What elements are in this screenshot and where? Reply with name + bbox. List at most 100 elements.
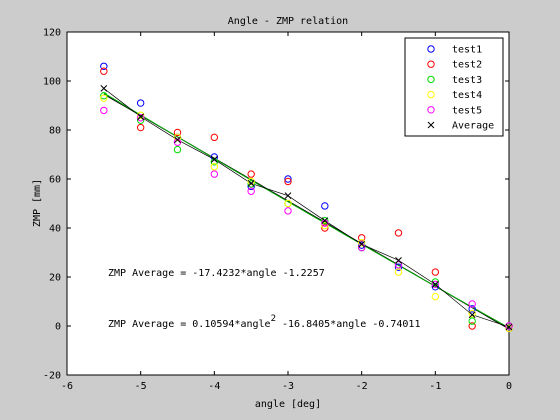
point-average-8-stroke	[395, 256, 402, 264]
point-average-7-stroke	[358, 240, 366, 248]
linear-fit-equation: ZMP Average = -17.4232*angle -1.2257	[108, 268, 325, 279]
legend-label-average: Average	[452, 121, 494, 132]
point-test2-9	[431, 268, 440, 276]
y-tick-label: 80	[49, 126, 61, 137]
point-average-4-stroke	[247, 180, 255, 187]
point-test3-3	[210, 158, 219, 166]
y-tick-label: 40	[49, 224, 61, 235]
point-average-10-stroke	[468, 311, 476, 319]
quadratic-fit-exponent: 2	[271, 314, 276, 324]
point-test4-7	[357, 239, 366, 247]
point-test2-5	[284, 177, 292, 186]
point-test4-5	[284, 199, 292, 208]
chart-title: Angle - ZMP relation	[228, 16, 348, 27]
x-tick-label: 0	[506, 381, 512, 392]
point-test4-11	[505, 324, 513, 333]
legend: test1 test2 test3 test4 test5 Average	[404, 37, 504, 137]
point-test5-2	[173, 138, 182, 146]
legend-label-test5: test5	[452, 105, 482, 116]
point-test2-10	[468, 322, 476, 330]
point-test1-10	[468, 305, 476, 313]
y-tick-label: 120	[43, 28, 61, 39]
legend-marker-average-stroke	[427, 121, 435, 129]
point-test1-6	[321, 202, 329, 210]
point-test3-2	[173, 145, 182, 154]
point-test5-5	[284, 207, 292, 215]
point-test4-8	[394, 268, 403, 276]
point-test4-10	[468, 310, 476, 318]
y-tick-label: 60	[49, 175, 61, 186]
point-average-2-stroke	[174, 136, 181, 144]
legend-label-test2: test2	[452, 60, 482, 71]
quadratic-fit-equation-part2: -16.8405*angle -0.74011	[276, 319, 421, 330]
point-test4-2	[173, 133, 182, 142]
point-test1-7	[357, 241, 366, 249]
point-average-2	[174, 136, 181, 144]
point-test2-6	[321, 224, 329, 232]
legend-marker-test4	[427, 90, 435, 99]
x-tick-label: -6	[61, 381, 73, 392]
y-axis-label: ZMP [mm]	[32, 179, 43, 227]
point-test4-3	[210, 163, 219, 171]
legend-box	[404, 37, 504, 137]
legend-items: test1 test2 test3 test4 test5 Average	[427, 45, 494, 132]
point-test5-11	[505, 322, 513, 330]
point-test5-0	[100, 106, 108, 115]
point-test4-1	[136, 111, 145, 120]
point-average-0	[100, 84, 108, 92]
point-test5-8	[394, 261, 403, 269]
point-average-5	[284, 192, 292, 200]
point-test1-3	[210, 153, 219, 161]
x-axis-label: angle [deg]	[255, 399, 321, 410]
point-test3-9	[431, 278, 440, 286]
point-average-9-stroke	[431, 280, 439, 288]
point-average-10	[468, 311, 476, 319]
point-average-8	[395, 256, 402, 264]
legend-marker-average	[427, 121, 435, 129]
legend-marker-test1	[427, 45, 435, 53]
legend-label-test1: test1	[452, 45, 482, 56]
point-test3-4	[247, 180, 255, 188]
point-test5-4	[247, 187, 255, 195]
legend-marker-test3	[427, 75, 435, 84]
point-test1-1	[136, 99, 145, 107]
point-average-9	[431, 280, 439, 288]
point-average-5-stroke	[284, 192, 292, 200]
point-test5-6	[321, 219, 329, 227]
quadratic-fit-equation-part1: ZMP Average = 0.10594*angle	[108, 319, 271, 330]
point-average-3-stroke	[210, 156, 218, 163]
point-average-1-stroke	[137, 113, 145, 121]
y-tick-label: 20	[49, 273, 61, 284]
y-tick-label: 100	[43, 77, 61, 88]
legend-label-test4: test4	[452, 90, 482, 101]
point-test2-4	[247, 170, 255, 178]
point-average-4	[247, 180, 255, 187]
point-test2-0	[100, 67, 108, 75]
x-tick-label: -3	[282, 381, 294, 392]
x-tick-label: -4	[208, 381, 220, 392]
point-test2-8	[394, 229, 403, 237]
point-test2-2	[173, 128, 182, 137]
point-test2-3	[210, 133, 219, 142]
point-test5-3	[210, 170, 219, 178]
point-average-0-stroke	[100, 84, 108, 92]
point-test1-5	[284, 175, 292, 183]
point-test4-4	[247, 177, 255, 186]
point-test1-9	[431, 283, 440, 291]
x-tick-label: -2	[356, 381, 368, 392]
y-tick-label: -20	[43, 371, 61, 382]
point-average-7	[358, 240, 366, 248]
fit-lines	[103, 88, 510, 330]
y-tick-label: 0	[55, 322, 61, 333]
legend-marker-test5	[427, 106, 435, 114]
axis-ticks: -6 -5 -4 -3 -2 -1 0 -20 0 20 40 60 80 100 120	[43, 28, 512, 393]
x-tick-label: -1	[429, 381, 441, 392]
point-test3-6	[321, 216, 329, 225]
point-average-11-stroke	[505, 323, 513, 331]
point-test4-0	[100, 94, 108, 102]
point-average-3	[210, 156, 218, 163]
point-test5-1	[136, 114, 145, 122]
average-line	[103, 88, 510, 328]
point-test5-10	[468, 300, 476, 308]
